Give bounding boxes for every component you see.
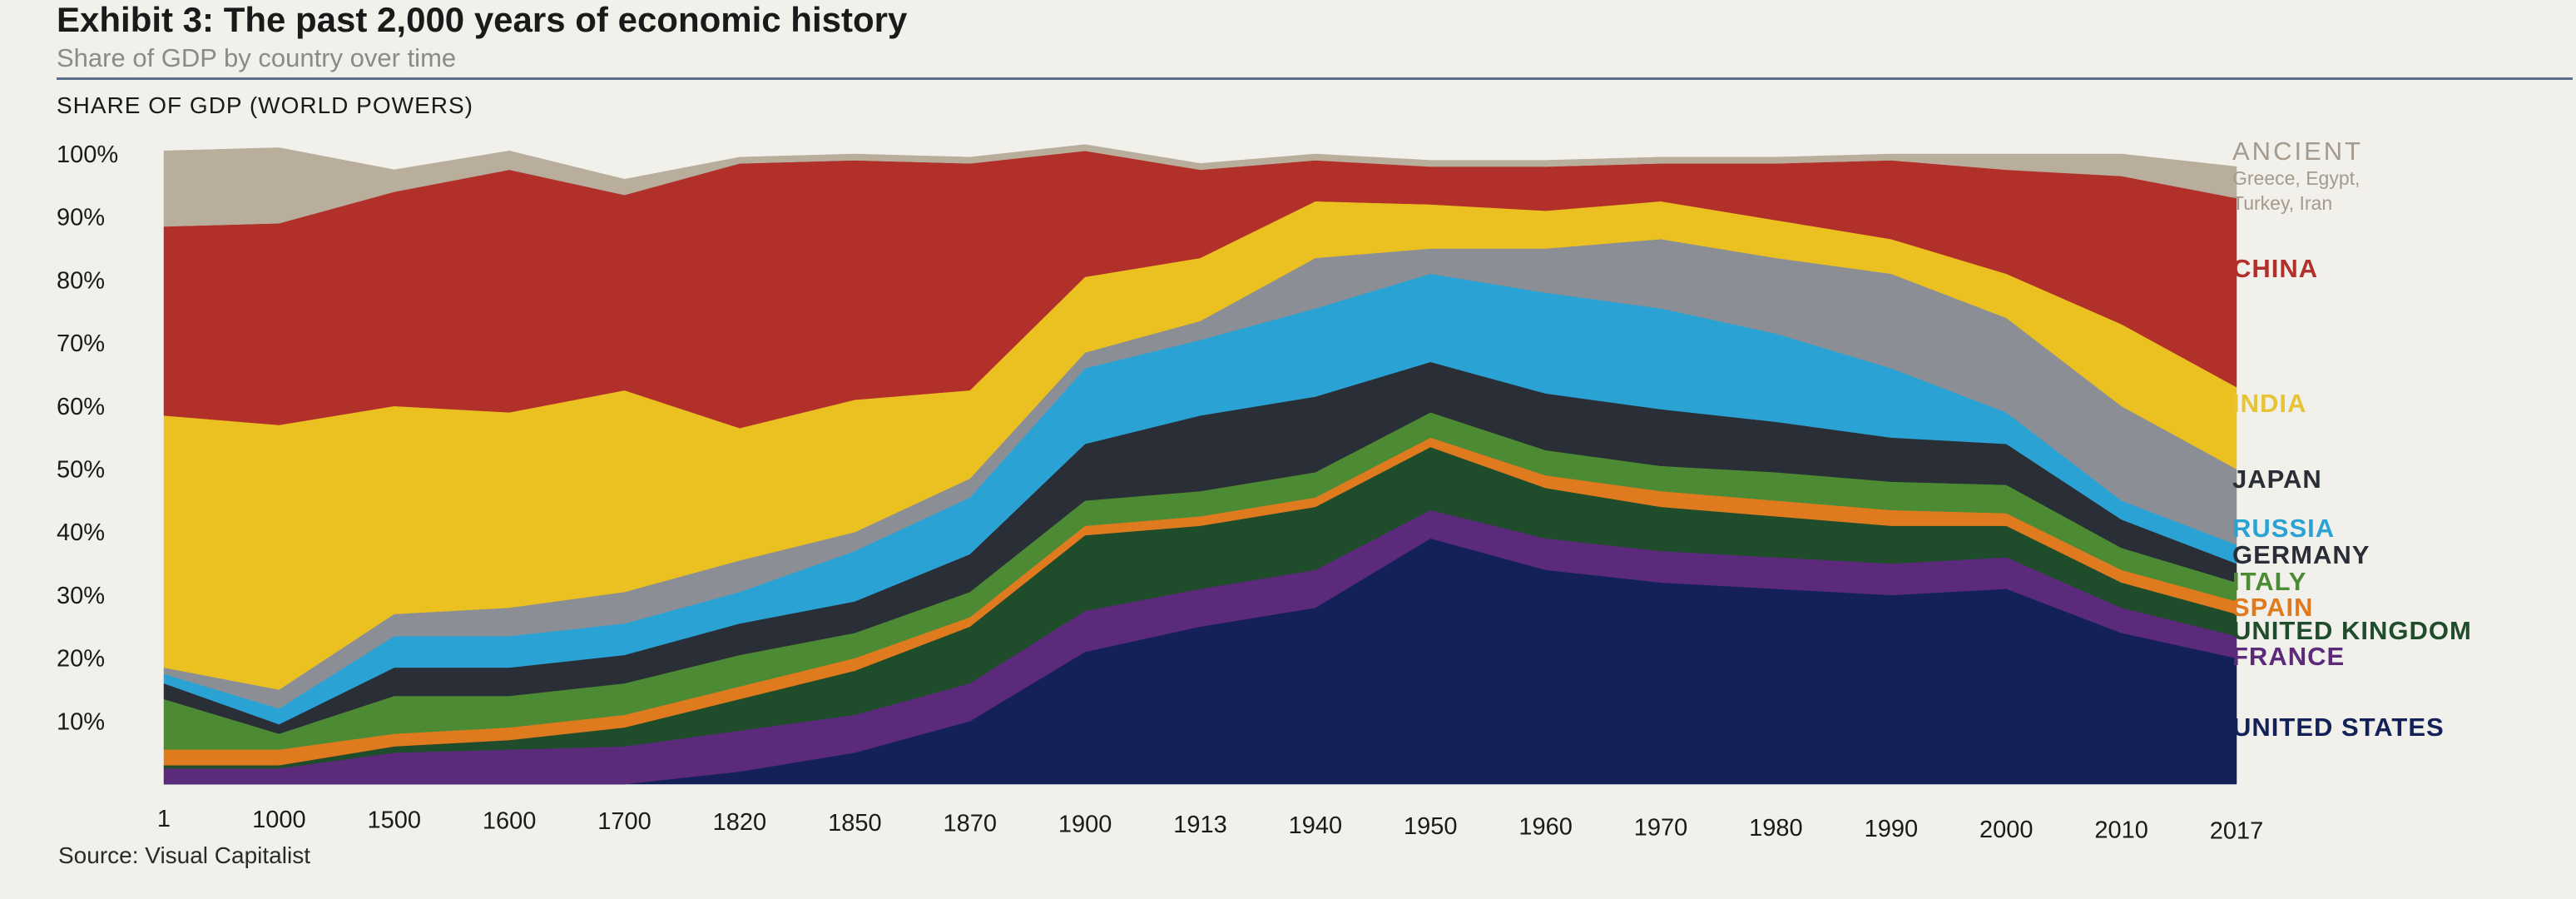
x-tick-label: 2010: [2094, 817, 2148, 844]
legend-label-spain: SPAIN: [2232, 593, 2313, 622]
legend-note-ancient: Greece, Egypt,: [2232, 167, 2360, 189]
legend-label-russia: RUSSIA: [2232, 514, 2335, 543]
legend-label-japan: JAPAN: [2232, 464, 2322, 494]
x-tick-label: 2000: [1979, 817, 2034, 843]
y-tick-label: 50%: [57, 457, 105, 484]
y-tick-label: 100%: [57, 142, 118, 168]
legend-label-india: INDIA: [2232, 389, 2306, 418]
exhibit-title: Exhibit 3: The past 2,000 years of econo…: [57, 0, 908, 39]
chart-title: SHARE OF GDP (WORLD POWERS): [57, 92, 473, 118]
x-tick-label: 1960: [1518, 814, 1573, 841]
y-tick-label: 20%: [57, 646, 105, 673]
x-tick-label: 1500: [368, 807, 422, 834]
x-tick-label: 1950: [1404, 813, 1458, 840]
x-tick-label: 1980: [1749, 815, 1803, 842]
legend-label-ancient: ANCIENT: [2232, 137, 2363, 166]
exhibit-subtitle: Share of GDP by country over time: [57, 43, 457, 72]
legend-label-france: FRANCE: [2232, 642, 2345, 671]
legend-label-germany: GERMANY: [2232, 540, 2370, 569]
x-tick-label: 1820: [713, 809, 767, 836]
stacked-areas: [163, 144, 2237, 785]
legend-label-italy: ITALY: [2232, 567, 2306, 596]
x-tick-label: 1870: [943, 811, 997, 837]
y-tick-label: 60%: [57, 394, 105, 420]
x-tick-label: 1940: [1289, 812, 1343, 839]
y-tick-label: 10%: [57, 708, 105, 735]
area-ancient: [163, 144, 2237, 227]
x-tick-label: 1970: [1634, 814, 1688, 841]
y-tick-label: 90%: [57, 205, 105, 231]
legend-label-united-kingdom: UNITED KINGDOM: [2232, 616, 2472, 645]
x-tick-label: 1900: [1058, 811, 1112, 837]
x-tick-label: 1990: [1865, 816, 1919, 842]
y-axis-ticks: 100% 90% 80% 70% 60% 50% 40% 30% 20% 10%: [57, 142, 118, 735]
x-tick-label: 1000: [252, 807, 306, 833]
x-axis-ticks: 1 1000 1500 1600 1700 1820 1850 1870 1900 1913 194…: [157, 806, 2263, 844]
y-tick-label: 80%: [57, 267, 105, 294]
x-tick-label: 1700: [597, 808, 651, 835]
x-tick-label: 1: [157, 806, 171, 832]
legend-note-ancient: Turkey, Iran: [2232, 192, 2332, 214]
legend-label-united-states: UNITED STATES: [2232, 713, 2445, 742]
x-tick-label: 1600: [483, 807, 537, 834]
title-rule: [57, 77, 2573, 80]
x-tick-label: 2017: [2210, 817, 2264, 844]
x-tick-label: 1850: [828, 810, 882, 837]
x-tick-label: 1913: [1173, 812, 1227, 838]
source-note: Source: Visual Capitalist: [58, 842, 310, 868]
y-tick-label: 70%: [57, 330, 105, 357]
y-tick-label: 40%: [57, 519, 105, 546]
legend-label-china: CHINA: [2232, 254, 2318, 283]
y-tick-label: 30%: [57, 583, 105, 609]
